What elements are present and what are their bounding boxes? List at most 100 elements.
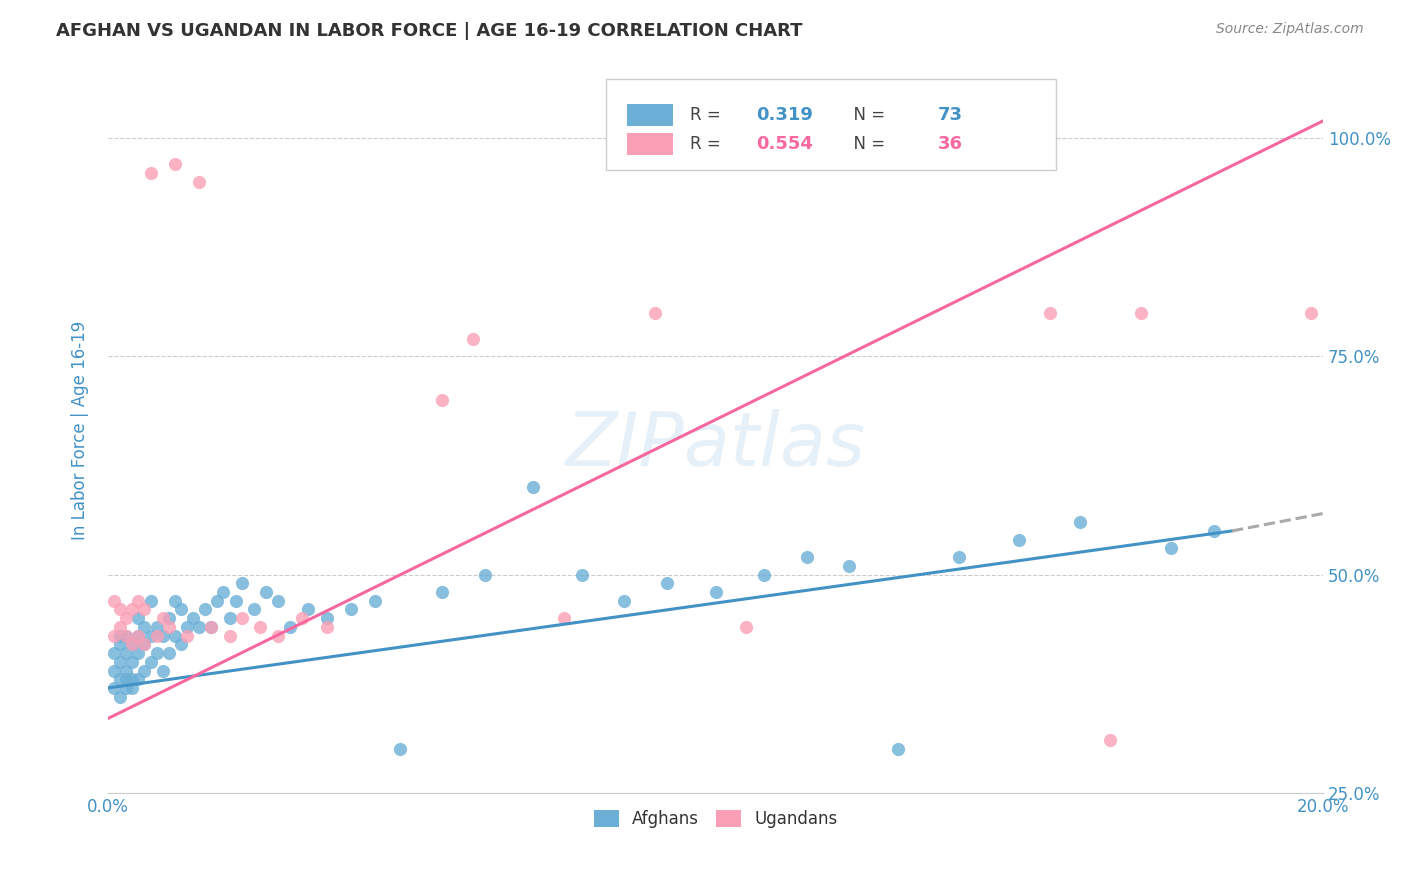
Point bbox=[388, 742, 411, 756]
Point bbox=[200, 620, 222, 634]
Point bbox=[121, 602, 143, 616]
Point bbox=[267, 629, 290, 643]
Point bbox=[218, 611, 240, 625]
Point bbox=[115, 629, 138, 643]
Point bbox=[163, 629, 186, 643]
FancyBboxPatch shape bbox=[627, 104, 673, 126]
Point bbox=[152, 664, 174, 678]
Point bbox=[796, 550, 818, 565]
Point bbox=[474, 567, 496, 582]
Point bbox=[127, 672, 149, 686]
Point bbox=[108, 620, 131, 634]
Point bbox=[887, 742, 910, 756]
Point bbox=[1069, 515, 1091, 529]
Point bbox=[103, 664, 125, 678]
Point bbox=[1118, 812, 1140, 826]
Point bbox=[157, 620, 180, 634]
Point bbox=[170, 602, 193, 616]
Point bbox=[108, 637, 131, 651]
Point bbox=[157, 611, 180, 625]
Point bbox=[115, 611, 138, 625]
Point bbox=[103, 681, 125, 695]
Point bbox=[139, 655, 162, 669]
Text: N =: N = bbox=[844, 106, 890, 124]
Point bbox=[218, 629, 240, 643]
Point bbox=[194, 602, 217, 616]
Point bbox=[121, 637, 143, 651]
Point bbox=[461, 332, 484, 346]
Point bbox=[181, 611, 204, 625]
Point bbox=[430, 585, 453, 599]
Point bbox=[231, 611, 253, 625]
Point bbox=[1202, 524, 1225, 538]
Point bbox=[139, 629, 162, 643]
Point bbox=[430, 392, 453, 407]
Point bbox=[1160, 541, 1182, 556]
Point bbox=[127, 593, 149, 607]
Point bbox=[127, 629, 149, 643]
Point bbox=[115, 629, 138, 643]
Point bbox=[152, 611, 174, 625]
Point bbox=[108, 655, 131, 669]
Point bbox=[115, 664, 138, 678]
Point bbox=[315, 611, 337, 625]
Text: R =: R = bbox=[690, 106, 725, 124]
Point bbox=[704, 585, 727, 599]
Text: 0.554: 0.554 bbox=[755, 135, 813, 153]
Point bbox=[297, 602, 319, 616]
Point bbox=[838, 558, 860, 573]
Point bbox=[103, 593, 125, 607]
FancyBboxPatch shape bbox=[627, 133, 673, 154]
Point bbox=[127, 629, 149, 643]
Point bbox=[115, 672, 138, 686]
Point bbox=[655, 576, 678, 591]
Point bbox=[127, 646, 149, 660]
Point bbox=[115, 646, 138, 660]
Point bbox=[315, 620, 337, 634]
Point bbox=[188, 175, 211, 189]
Point bbox=[115, 681, 138, 695]
Point bbox=[103, 629, 125, 643]
Text: 0.319: 0.319 bbox=[755, 106, 813, 124]
Point bbox=[188, 620, 211, 634]
Point bbox=[1281, 890, 1303, 892]
Point bbox=[139, 166, 162, 180]
Point bbox=[108, 629, 131, 643]
Text: AFGHAN VS UGANDAN IN LABOR FORCE | AGE 16-19 CORRELATION CHART: AFGHAN VS UGANDAN IN LABOR FORCE | AGE 1… bbox=[56, 22, 803, 40]
Point bbox=[735, 620, 758, 634]
Point bbox=[163, 157, 186, 171]
Point bbox=[127, 611, 149, 625]
Y-axis label: In Labor Force | Age 16-19: In Labor Force | Age 16-19 bbox=[72, 321, 89, 541]
FancyBboxPatch shape bbox=[606, 79, 1056, 169]
Point bbox=[553, 611, 575, 625]
Point bbox=[249, 620, 271, 634]
Point bbox=[163, 593, 186, 607]
Point bbox=[176, 629, 198, 643]
Point bbox=[291, 611, 314, 625]
Point bbox=[613, 593, 636, 607]
Point bbox=[139, 593, 162, 607]
Text: R =: R = bbox=[690, 135, 725, 153]
Point bbox=[522, 480, 544, 494]
Point bbox=[243, 602, 266, 616]
Point bbox=[170, 637, 193, 651]
Point bbox=[134, 602, 156, 616]
Text: ZIPatlas: ZIPatlas bbox=[565, 409, 866, 481]
Point bbox=[121, 655, 143, 669]
Point bbox=[145, 646, 167, 660]
Point bbox=[1039, 306, 1062, 320]
Point bbox=[1129, 306, 1152, 320]
Point bbox=[145, 620, 167, 634]
Point bbox=[152, 629, 174, 643]
Point bbox=[108, 690, 131, 704]
Point bbox=[364, 593, 387, 607]
Point bbox=[108, 672, 131, 686]
Point bbox=[1299, 306, 1322, 320]
Point bbox=[254, 585, 277, 599]
Point bbox=[121, 672, 143, 686]
Text: 73: 73 bbox=[938, 106, 963, 124]
Point bbox=[134, 620, 156, 634]
Point bbox=[134, 637, 156, 651]
Point bbox=[212, 585, 235, 599]
Text: N =: N = bbox=[844, 135, 890, 153]
